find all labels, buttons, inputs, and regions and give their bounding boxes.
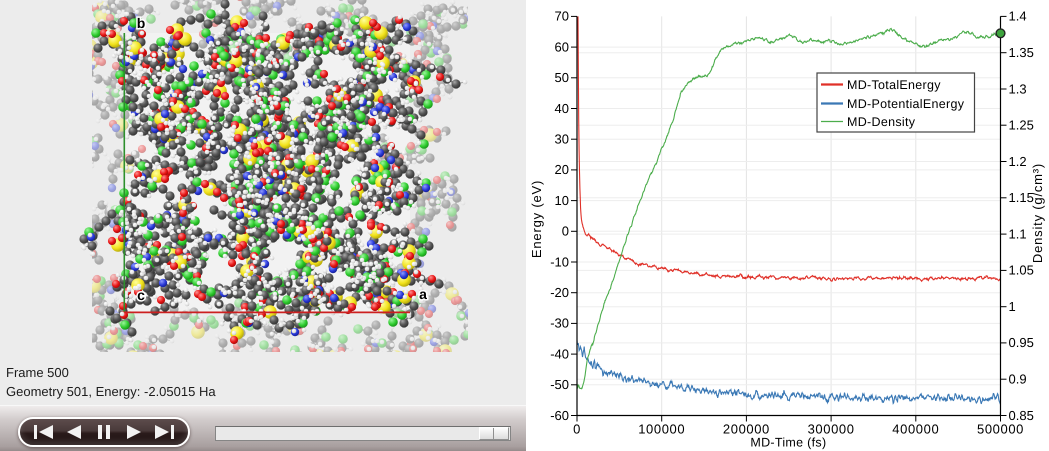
svg-text:-20: -20 bbox=[550, 285, 569, 300]
svg-text:-10: -10 bbox=[550, 254, 569, 269]
svg-text:-40: -40 bbox=[550, 346, 569, 361]
svg-text:0.9: 0.9 bbox=[1009, 372, 1027, 387]
svg-text:1.25: 1.25 bbox=[1009, 118, 1034, 133]
svg-text:-60: -60 bbox=[550, 408, 569, 423]
svg-text:MD-Density: MD-Density bbox=[847, 115, 916, 129]
svg-text:70: 70 bbox=[555, 9, 569, 24]
svg-text:500000: 500000 bbox=[977, 422, 1024, 437]
svg-text:1.3: 1.3 bbox=[1009, 81, 1027, 96]
svg-text:1.4: 1.4 bbox=[1009, 9, 1027, 24]
svg-text:100000: 100000 bbox=[638, 422, 685, 437]
svg-text:20: 20 bbox=[555, 162, 569, 177]
svg-text:MD-TotalEnergy: MD-TotalEnergy bbox=[847, 78, 941, 92]
svg-text:Density (g/cm³): Density (g/cm³) bbox=[1030, 163, 1045, 263]
svg-text:a: a bbox=[419, 286, 427, 302]
svg-text:40: 40 bbox=[555, 101, 569, 116]
svg-text:Energy (eV): Energy (eV) bbox=[529, 180, 544, 258]
svg-text:400000: 400000 bbox=[892, 422, 939, 437]
svg-text:300000: 300000 bbox=[808, 422, 855, 437]
svg-text:MD-Time (fs): MD-Time (fs) bbox=[750, 435, 826, 449]
svg-text:-50: -50 bbox=[550, 377, 569, 392]
svg-text:1.35: 1.35 bbox=[1009, 45, 1034, 60]
svg-text:0.95: 0.95 bbox=[1009, 335, 1034, 350]
svg-text:b: b bbox=[137, 15, 146, 31]
svg-text:200000: 200000 bbox=[723, 422, 770, 437]
svg-text:50: 50 bbox=[555, 70, 569, 85]
svg-text:1.2: 1.2 bbox=[1009, 154, 1027, 169]
svg-text:0: 0 bbox=[573, 422, 581, 437]
svg-text:c: c bbox=[137, 287, 145, 303]
svg-text:1.05: 1.05 bbox=[1009, 263, 1034, 278]
svg-text:30: 30 bbox=[555, 132, 569, 147]
svg-text:1.15: 1.15 bbox=[1009, 190, 1034, 205]
svg-text:MD-PotentialEnergy: MD-PotentialEnergy bbox=[847, 97, 965, 111]
svg-text:1: 1 bbox=[1009, 299, 1016, 314]
svg-text:0: 0 bbox=[562, 224, 569, 239]
svg-text:10: 10 bbox=[555, 193, 569, 208]
svg-text:-30: -30 bbox=[550, 316, 569, 331]
svg-text:1.1: 1.1 bbox=[1009, 226, 1027, 241]
svg-text:0.85: 0.85 bbox=[1009, 408, 1034, 423]
svg-text:60: 60 bbox=[555, 39, 569, 54]
